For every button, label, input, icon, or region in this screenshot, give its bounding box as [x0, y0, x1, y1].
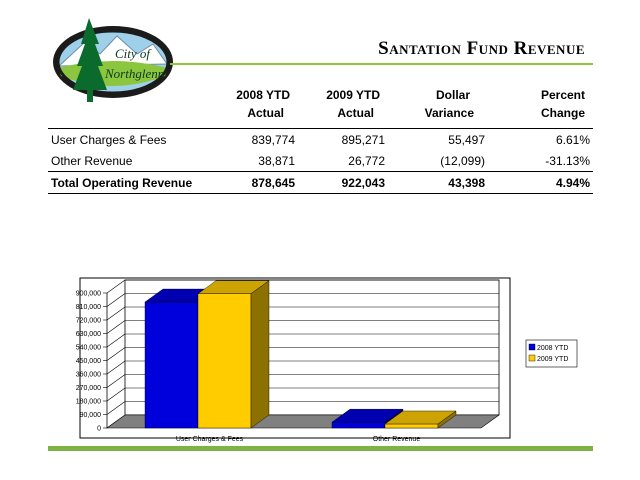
row-variance: 55,497: [448, 132, 485, 147]
y-tick-label: 270,000: [76, 385, 101, 392]
gridline-side: [106, 279, 126, 294]
row-variance: (12,099): [440, 153, 485, 168]
row-2009: 26,772: [348, 153, 385, 168]
total-label: Total Operating Revenue: [48, 171, 208, 194]
header-2009-line1: 2009 YTD: [326, 88, 380, 102]
x-category-label: Other Revenue: [373, 436, 421, 443]
legend-label: 2008 YTD: [537, 345, 568, 352]
legend-label: 2009 YTD: [537, 356, 568, 363]
row-2008: 839,774: [251, 132, 295, 147]
header-percent-line2: Change: [488, 104, 593, 129]
title-divider: [170, 63, 593, 65]
header-variance-line2: Variance: [388, 104, 488, 129]
y-tick-label: 180,000: [76, 399, 101, 406]
gridline-side: [106, 347, 126, 361]
y-tick-label: 90,000: [80, 412, 102, 419]
bar-side: [250, 280, 270, 429]
row-label: User Charges & Fees: [51, 132, 167, 147]
row-2009: 895,271: [341, 132, 385, 147]
bar: [197, 293, 252, 429]
total-percent: 4.94%: [488, 171, 593, 194]
bar: [384, 423, 439, 429]
y-tick-label: 0: [97, 426, 101, 433]
total-row: Total Operating Revenue 878,645 922,043 …: [48, 171, 593, 194]
y-tick-label: 450,000: [76, 358, 101, 365]
row-2008: 38,871: [258, 153, 295, 168]
y-tick-label: 900,000: [76, 291, 101, 298]
header-2008-line2: Actual: [208, 104, 298, 129]
gridline-side: [106, 293, 126, 307]
y-tick-label: 720,000: [76, 318, 101, 325]
gridline-side: [106, 306, 126, 321]
bar: [144, 301, 199, 429]
legend-swatch: [528, 354, 536, 362]
x-category-label: User Charges & Fees: [176, 436, 244, 443]
header-2009-line2: Actual: [298, 104, 388, 129]
gridline-side: [106, 320, 126, 334]
row-percent: 6.61%: [555, 132, 590, 147]
table-row: Other Revenue 38,871 26,772 (12,099) -31…: [48, 150, 593, 172]
header-percent-line1: Percent: [540, 88, 585, 102]
bottom-divider: [48, 446, 593, 451]
y-tick-label: 540,000: [76, 345, 101, 352]
logo-text-city: City of: [115, 46, 152, 61]
y-tick-label: 630,000: [76, 331, 101, 338]
gridline-side: [106, 401, 126, 415]
total-2008: 878,645: [208, 171, 298, 194]
chart-frame: [79, 277, 511, 439]
total-2009: 922,043: [298, 171, 388, 194]
y-tick-label: 810,000: [76, 304, 101, 311]
y-tick-label: 360,000: [76, 372, 101, 379]
header-blank-2: [48, 104, 208, 129]
header-2008-line1: 2008 YTD: [236, 88, 290, 102]
bar-side: [437, 410, 457, 429]
gridline-side: [106, 387, 126, 402]
page-title: Santation Fund Revenue: [378, 38, 585, 59]
legend-swatch: [528, 343, 536, 351]
row-percent: -31.13%: [545, 153, 590, 168]
table-row: User Charges & Fees 839,774 895,271 55,4…: [48, 129, 593, 151]
logo-text-northglenn: Northglenn: [104, 66, 164, 81]
bar: [331, 421, 386, 429]
gridline-side: [106, 333, 126, 348]
gridline-side: [106, 360, 126, 375]
row-label: Other Revenue: [51, 153, 133, 168]
total-variance: 43,398: [388, 171, 488, 194]
header-variance-line1: Dollar: [435, 88, 470, 102]
city-logo: City of Northglenn: [53, 18, 173, 102]
gridline-side: [106, 374, 126, 388]
revenue-table: 2008 YTD 2009 YTD Dollar Percent Actual …: [48, 86, 593, 194]
